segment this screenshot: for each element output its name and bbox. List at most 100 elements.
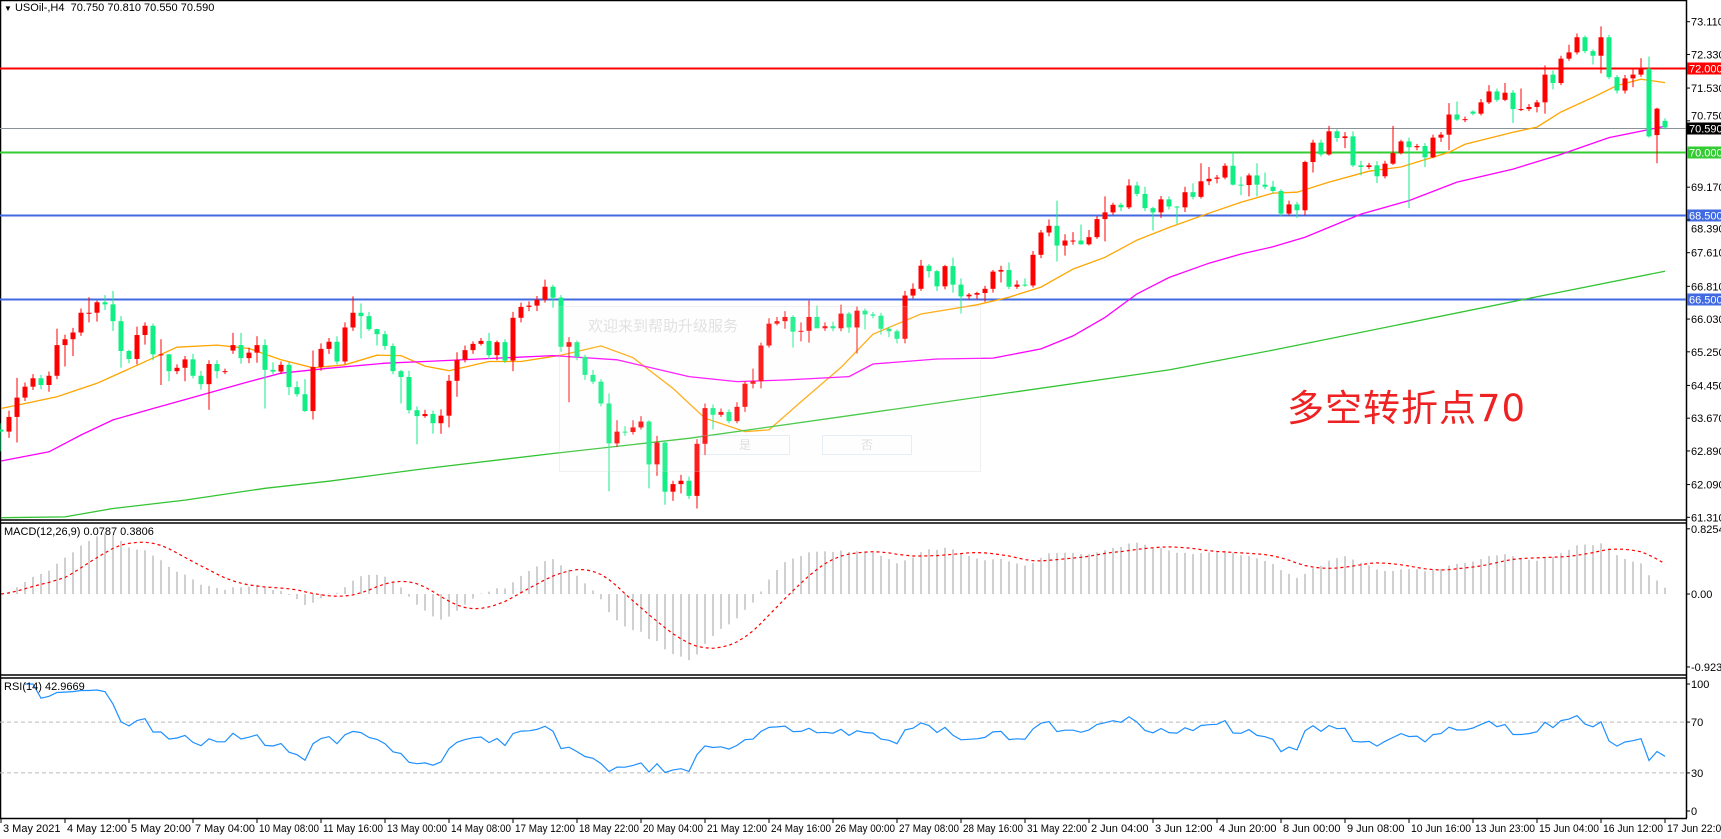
- candle-body: [838, 313, 844, 329]
- candle-body: [526, 305, 532, 307]
- candle: [358, 303, 364, 339]
- candle-body: [1446, 114, 1452, 135]
- candle-body: [190, 359, 196, 376]
- time-tick-label: 28 May 16:00: [963, 823, 1023, 835]
- candle: [262, 339, 268, 409]
- candle-body: [102, 302, 108, 305]
- candle-body: [94, 302, 100, 313]
- candle-body: [774, 321, 780, 324]
- candle-body: [1526, 106, 1532, 110]
- candle-body: [654, 442, 660, 465]
- candle: [1286, 200, 1292, 216]
- candle-body: [478, 340, 484, 344]
- candle: [502, 339, 508, 364]
- candle: [878, 312, 884, 335]
- symbol-label: USOil-,H4: [14, 2, 65, 14]
- time-tick-label: 13 May 00:00: [387, 823, 447, 835]
- candle: [494, 340, 500, 361]
- candle-body: [694, 443, 700, 496]
- price-tag-bg: [1687, 146, 1721, 159]
- candle: [950, 257, 956, 293]
- candle: [1262, 172, 1268, 190]
- candle-body: [390, 345, 396, 372]
- candle: [270, 362, 276, 375]
- candle-body: [150, 325, 156, 355]
- candle: [942, 264, 948, 290]
- candle-body: [534, 299, 540, 306]
- candle: [1014, 280, 1020, 289]
- candle: [302, 379, 308, 412]
- candle-body: [1222, 165, 1228, 178]
- candle-body: [1182, 192, 1188, 208]
- candle: [846, 311, 852, 333]
- candle: [1366, 162, 1372, 170]
- candle: [974, 291, 980, 300]
- candle-body: [1454, 114, 1460, 120]
- time-tick-label: 17 May 12:00: [515, 823, 575, 835]
- candle: [422, 409, 428, 418]
- candle-body: [238, 345, 244, 359]
- candle: [870, 311, 876, 319]
- candle: [1270, 180, 1276, 194]
- candle-body: [382, 334, 388, 346]
- candle: [1526, 104, 1532, 112]
- candle: [70, 327, 76, 357]
- candle-body: [926, 265, 932, 272]
- candle-body: [1158, 199, 1164, 213]
- candle: [1430, 134, 1436, 159]
- time-tick-label: 18 May 22:00: [579, 823, 639, 835]
- candle-body: [1278, 190, 1284, 214]
- candle: [534, 295, 540, 312]
- candle-body: [854, 310, 860, 328]
- candle-body: [1502, 92, 1508, 100]
- candle-body: [1046, 225, 1052, 233]
- candle: [862, 308, 868, 330]
- candle-body: [182, 359, 188, 368]
- candle-body: [1102, 212, 1108, 220]
- candle: [222, 368, 228, 375]
- candle-body: [1422, 146, 1428, 158]
- candle: [134, 326, 140, 365]
- candle-body: [670, 484, 676, 492]
- candle-body: [1390, 153, 1396, 164]
- candle-body: [6, 416, 12, 432]
- horizontal-lines[interactable]: 72.000 70.590 70.000 68.500 66.500: [0, 62, 1721, 307]
- candle: [102, 295, 108, 310]
- candle: [814, 305, 820, 329]
- candle-body: [1382, 163, 1388, 177]
- candle: [246, 347, 252, 364]
- candle-body: [1126, 185, 1132, 208]
- candle: [694, 439, 700, 509]
- candle-body: [566, 342, 572, 347]
- price-tag-label: 70.590: [1689, 124, 1721, 136]
- candle-body: [1166, 199, 1172, 207]
- candle: [1550, 70, 1556, 90]
- candle-body: [1294, 204, 1300, 211]
- candle-body: [606, 403, 612, 444]
- candle: [94, 300, 100, 322]
- candle-body: [550, 286, 556, 298]
- candle-body: [1462, 119, 1468, 121]
- candle-body: [366, 316, 372, 330]
- chevron-down-icon[interactable]: ▼: [4, 4, 12, 13]
- candle: [782, 311, 788, 329]
- candle-body: [214, 364, 220, 372]
- candle: [414, 406, 420, 445]
- candle: [1662, 118, 1668, 130]
- price-tag-bg: [1687, 122, 1721, 135]
- candle: [158, 339, 164, 385]
- candle-body: [510, 317, 516, 361]
- candle: [1110, 202, 1116, 215]
- rsi-line: [25, 683, 1666, 774]
- candle: [1190, 183, 1196, 200]
- candle-body: [934, 271, 940, 287]
- candle: [822, 322, 828, 331]
- candle-body: [54, 345, 60, 376]
- candle-body: [1078, 240, 1084, 245]
- candle-body: [614, 431, 620, 444]
- candle: [1390, 125, 1396, 165]
- candle: [1406, 137, 1412, 209]
- candle-body: [502, 342, 508, 361]
- candle-body: [1350, 136, 1356, 166]
